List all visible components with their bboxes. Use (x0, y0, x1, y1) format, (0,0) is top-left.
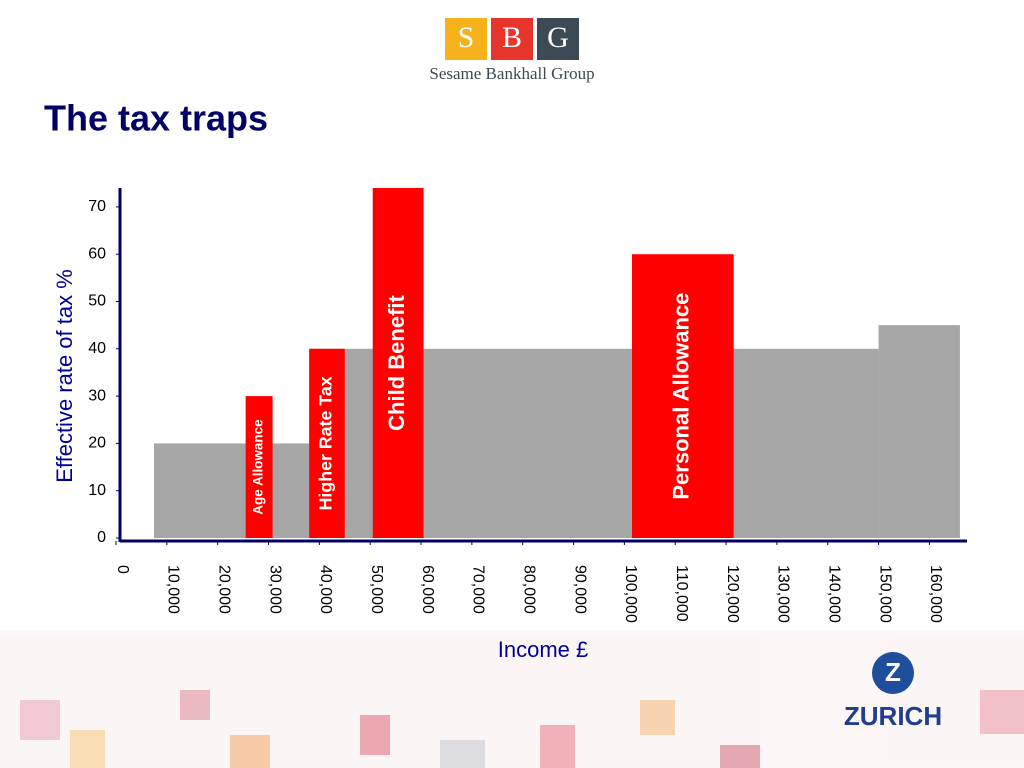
plot: Age Allowance Higher Rate Tax Child Benefi… (52, 188, 967, 662)
x-tick-label: 150,000 (876, 565, 893, 623)
tile (980, 690, 1024, 734)
tile (360, 715, 390, 755)
x-tick-label: 100,000 (622, 565, 639, 623)
slide-title: The tax traps (44, 98, 268, 139)
bar (632, 254, 734, 538)
zurich-emblem (872, 652, 914, 694)
bar (309, 348, 345, 538)
logo-tile (537, 18, 579, 60)
x-tick-label: 40,000 (317, 565, 334, 614)
tile (20, 700, 60, 740)
x-tick-label: 80,000 (520, 565, 537, 614)
x-tick-label: 70,000 (470, 565, 487, 614)
y-tick-label: 70 (88, 198, 106, 215)
tile (640, 700, 675, 735)
y-tick-label: 0 (97, 529, 106, 546)
x-tick-label: 160,000 (927, 565, 944, 623)
y-tick-label: 30 (88, 387, 106, 404)
logo-letter: G (547, 21, 569, 54)
x-tick-label: 140,000 (826, 565, 843, 623)
logo-letter: B (502, 21, 522, 54)
logo-tile (491, 18, 533, 60)
y-tick-label: 40 (88, 340, 106, 357)
tile (230, 735, 270, 768)
y-axis-label: Effective rate of tax % (52, 269, 77, 483)
mosaic-base (0, 630, 1024, 768)
tile (180, 690, 210, 720)
bar-label: Higher Rate Tax (316, 376, 336, 510)
x-tick-label: 130,000 (775, 565, 792, 623)
x-tick-label: 60,000 (419, 565, 436, 614)
bar (245, 396, 273, 538)
bar (154, 443, 310, 538)
y-tick-label: 20 (88, 435, 106, 452)
y-tick-label: 50 (88, 293, 106, 310)
bar (372, 188, 424, 538)
zurich-z: Z (885, 657, 901, 687)
y-tick-label: 60 (88, 245, 106, 262)
tile (440, 740, 485, 768)
bar-label: Age Allowance (251, 419, 266, 515)
mosaic (0, 630, 1024, 768)
x-tick-label: 30,000 (266, 565, 283, 614)
logo-letter: S (458, 21, 475, 54)
x-tick-label: 50,000 (368, 565, 385, 614)
y-tick-label: 10 (88, 482, 106, 499)
x-tick-label: 110,000 (673, 565, 690, 622)
x-tick-label: 20,000 (215, 565, 232, 614)
x-tick-label: 10,000 (165, 565, 182, 614)
bar-label: Personal Allowance (669, 293, 694, 500)
x-tick-label: 120,000 (724, 565, 741, 623)
zurich-logo: Z ZURICH (844, 652, 942, 731)
logo-caption: Sesame Bankhall Group (429, 64, 594, 83)
tile (70, 730, 105, 768)
bar (878, 325, 960, 538)
x-axis-label: Income £ (498, 637, 589, 662)
x-tick-label: 0 (114, 565, 131, 574)
logo-tile (445, 18, 487, 60)
tile (540, 725, 575, 768)
tile (720, 745, 760, 768)
zurich-brand: ZURICH (844, 701, 942, 731)
bar-label: Child Benefit (384, 294, 409, 430)
x-tick-label: 90,000 (571, 565, 588, 614)
